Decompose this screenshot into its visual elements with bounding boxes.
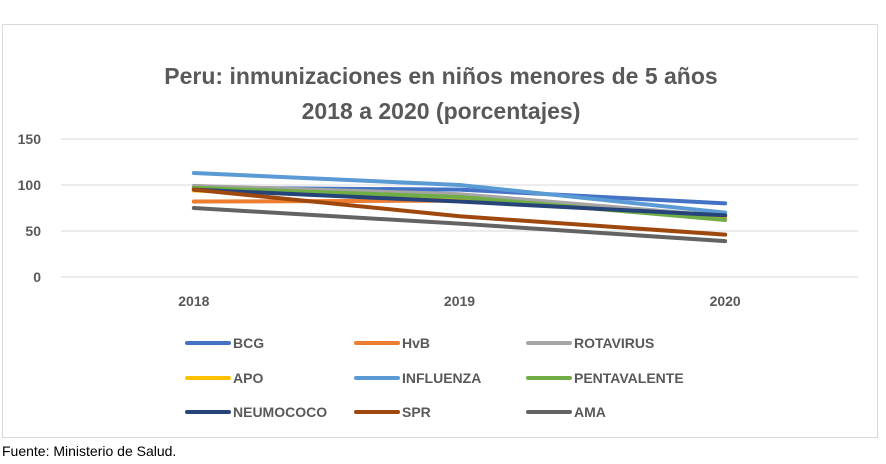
chart-title-line-2: 2018 a 2020 (porcentajes) <box>302 98 581 124</box>
legend-item-ama: AMA <box>526 404 606 420</box>
series-line-ama <box>191 206 728 244</box>
legend-item-pentavalente: PENTAVALENTE <box>526 370 684 386</box>
legend-item-rotavirus: ROTAVIRUS <box>526 335 654 351</box>
series-line-spr <box>191 187 728 237</box>
legend-label: AMA <box>574 404 606 420</box>
legend: BCG HvB ROTAVIRUS APO INFLUENZA PENTAVALENTE N… <box>185 335 684 420</box>
legend-item-influenza: INFLUENZA <box>354 370 481 386</box>
source-note: Fuente: Ministerio de Salud. <box>2 443 177 459</box>
x-axis-ticks: 2018 2019 2020 <box>178 293 741 309</box>
y-axis-ticks: 0 50 100 150 <box>18 131 42 285</box>
legend-label: BCG <box>233 335 264 351</box>
legend-item-apo: APO <box>185 370 263 386</box>
series-line-neumococo <box>191 187 728 218</box>
y-tick-label: 150 <box>18 131 42 147</box>
legend-item-neumococo: NEUMOCOCO <box>185 404 327 420</box>
line-chart: Peru: inmunizaciones en niños menores de… <box>18 63 858 420</box>
legend-label: NEUMOCOCO <box>233 404 327 420</box>
y-tick-label: 100 <box>18 177 42 193</box>
y-tick-label: 0 <box>33 269 41 285</box>
x-tick-label: 2018 <box>178 293 209 309</box>
legend-label: INFLUENZA <box>402 370 481 386</box>
x-tick-label: 2019 <box>444 293 475 309</box>
gridlines <box>61 138 858 278</box>
legend-label: ROTAVIRUS <box>574 335 654 351</box>
legend-label: HvB <box>402 335 430 351</box>
chart-title-line-1: Peru: inmunizaciones en niños menores de… <box>164 63 717 89</box>
legend-item-spr: SPR <box>354 404 431 420</box>
x-tick-label: 2020 <box>710 293 741 309</box>
chart-frame: Peru: inmunizaciones en niños menores de… <box>2 24 878 438</box>
series-line-influenza <box>191 171 728 215</box>
legend-item-hvb: HvB <box>354 335 430 351</box>
legend-item-bcg: BCG <box>185 335 264 351</box>
series-lines <box>191 171 728 244</box>
legend-label: PENTAVALENTE <box>574 370 684 386</box>
y-tick-label: 50 <box>25 223 41 239</box>
legend-label: APO <box>233 370 263 386</box>
legend-label: SPR <box>402 404 431 420</box>
